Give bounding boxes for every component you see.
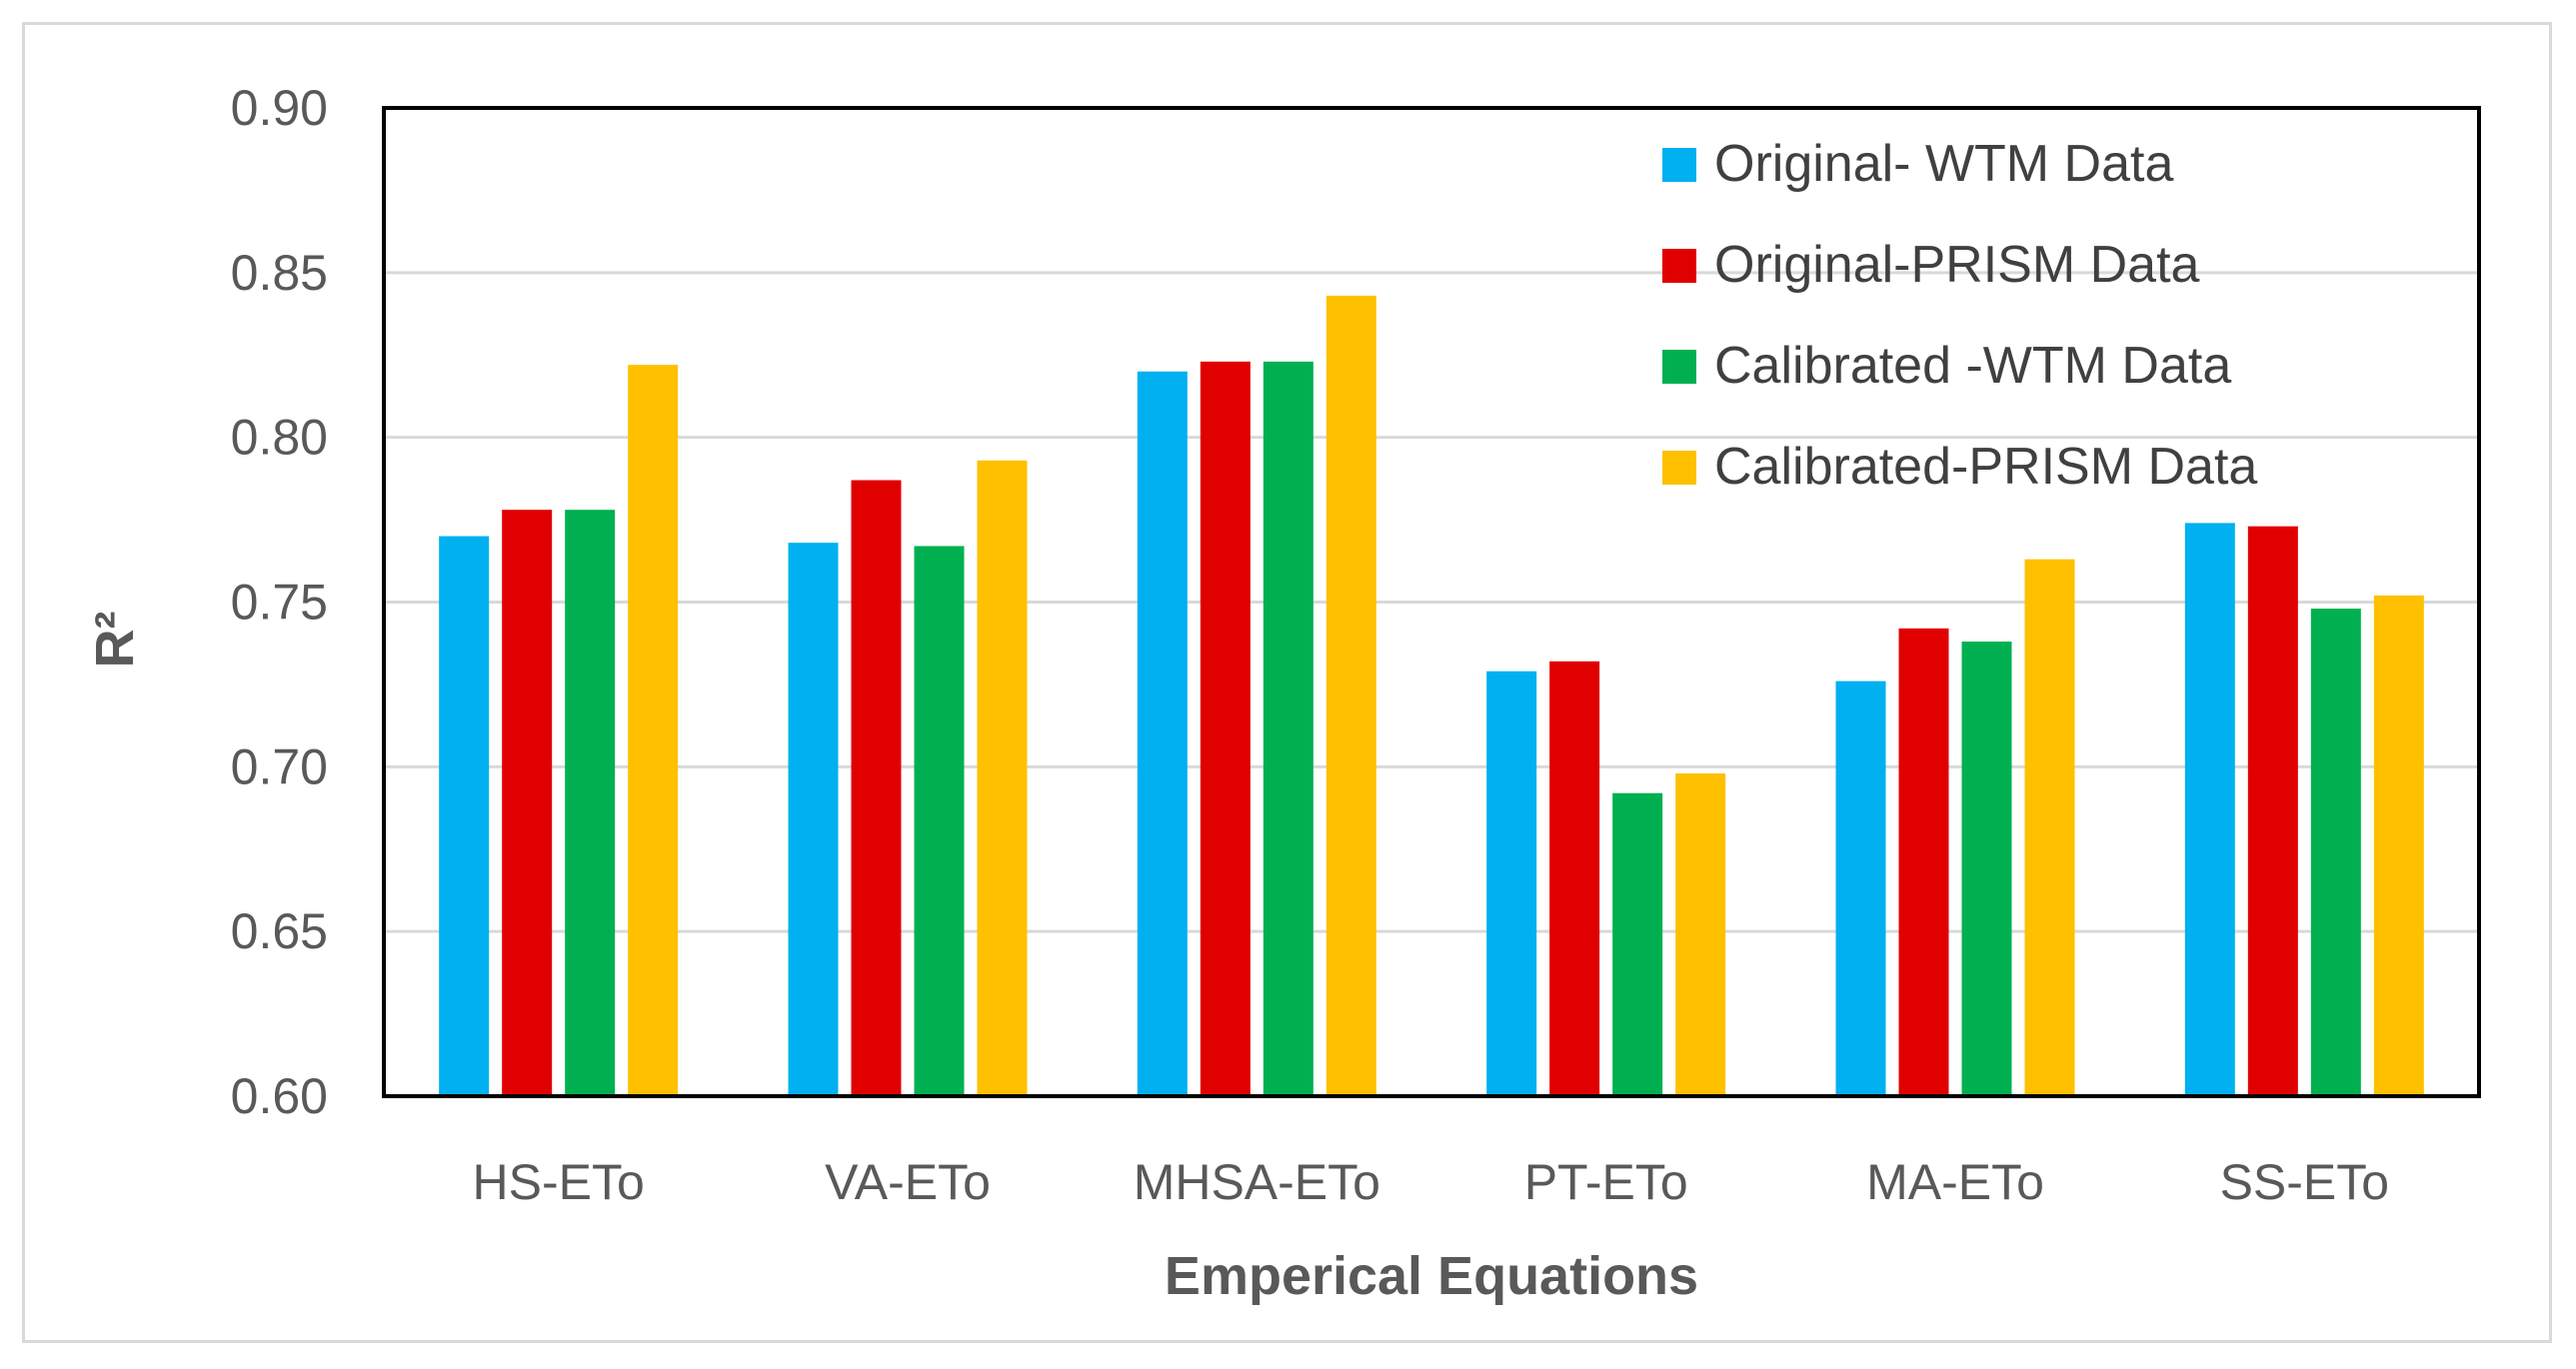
y-tick-label: 0.80	[231, 410, 328, 466]
bar	[1961, 642, 2012, 1096]
bar	[628, 365, 679, 1096]
legend-swatch	[1662, 249, 1696, 283]
x-axis-title: Emperical Equations	[1165, 1246, 1698, 1306]
bar	[851, 480, 902, 1097]
bar	[914, 546, 965, 1096]
bar	[1612, 792, 1663, 1096]
bar	[1675, 772, 1726, 1096]
bar	[2310, 609, 2361, 1096]
bar	[2024, 559, 2075, 1096]
y-tick-label: 0.90	[231, 80, 328, 136]
bar	[1325, 295, 1376, 1096]
bar	[2373, 595, 2424, 1096]
legend-swatch	[1662, 350, 1696, 384]
y-tick-label: 0.70	[231, 738, 328, 794]
bar	[2247, 526, 2298, 1096]
legend-label: Original- WTM Data	[1714, 135, 2173, 193]
y-tick-label: 0.60	[231, 1068, 328, 1124]
bar	[502, 510, 553, 1096]
legend-swatch	[1662, 148, 1696, 182]
gridlines	[384, 271, 2479, 933]
bar	[1263, 361, 1313, 1096]
bars	[439, 295, 2424, 1097]
plot-area-border	[382, 106, 2481, 1098]
y-tick-label: 0.85	[231, 245, 328, 301]
bar	[1898, 628, 1949, 1096]
y-tick-label: 0.75	[231, 575, 328, 631]
x-tick-label: SS-ETo	[2220, 1154, 2390, 1210]
bar	[1200, 361, 1251, 1096]
legend: Original- WTM Data Original-PRISM Data Cal…	[1662, 135, 2257, 496]
x-axis-ticks: HS-ETo VA-ETo MHSA-ETo PT-ETo MA-ETo SS-ETo	[473, 1154, 2390, 1210]
x-tick-label: MA-ETo	[1866, 1154, 2044, 1210]
x-tick-label: MHSA-ETo	[1134, 1154, 1380, 1210]
y-axis-ticks: 0.60 0.65 0.70 0.75 0.80 0.85 0.90	[231, 80, 328, 1124]
bar	[2184, 523, 2235, 1096]
x-tick-label: PT-ETo	[1524, 1154, 1688, 1210]
legend-label: Calibrated-PRISM Data	[1714, 438, 2257, 496]
x-tick-label: HS-ETo	[473, 1154, 645, 1210]
bar	[788, 543, 839, 1096]
bar	[1137, 371, 1188, 1096]
legend-label: Original-PRISM Data	[1714, 236, 2200, 294]
y-axis-title: R²	[85, 612, 145, 669]
legend-label: Calibrated -WTM Data	[1714, 337, 2231, 395]
y-tick-label: 0.65	[231, 903, 328, 959]
bar	[439, 536, 490, 1096]
legend-swatch	[1662, 451, 1696, 485]
bar	[565, 510, 616, 1096]
x-tick-label: VA-ETo	[825, 1154, 991, 1210]
bar	[1486, 671, 1537, 1096]
bar	[1835, 681, 1886, 1096]
bar	[1549, 661, 1600, 1096]
bar	[977, 460, 1028, 1096]
